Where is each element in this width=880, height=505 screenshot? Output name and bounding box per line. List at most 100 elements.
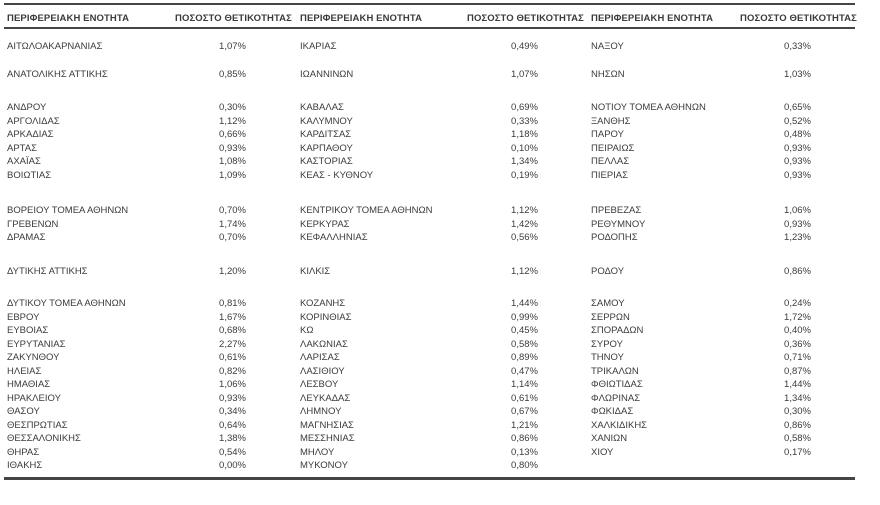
region-name: ΓΡΕΒΕΝΩΝ xyxy=(7,218,59,230)
region-name: ΜΕΣΣΗΝΙΑΣ xyxy=(300,433,355,444)
positivity-rate: 0,36% xyxy=(784,338,811,350)
positivity-rate: 0,71% xyxy=(784,352,811,363)
table-row: ΙΘΑΚΗΣ 0,00% ΜΥΚΟΝΟΥ 0,80% xyxy=(4,459,855,473)
column-gap xyxy=(290,405,297,419)
column-gap xyxy=(290,218,297,232)
table-row: ΔΥΤΙΚΗΣ ΑΤΤΙΚΗΣ 1,20% ΚΙΛΚΙΣ 1,12% ΡΟΔΟΥ 0,86… xyxy=(4,265,855,279)
column-gap xyxy=(290,128,297,142)
region-name: ΑΙΤΩΛΟΑΚΑΡΝΑΝΙΑΣ xyxy=(7,41,103,52)
positivity-rate: 2,27% xyxy=(219,338,246,350)
positivity-rate: 0,56% xyxy=(511,232,538,243)
positivity-rate: 0,17% xyxy=(784,446,811,458)
table-row: ΗΡΑΚΛΕΙΟΥ 0,93% ΛΕΥΚΑΔΑΣ 0,61% ΦΛΩΡΙΝΑΣ 1,34% xyxy=(4,392,855,406)
table-row: ΑΡΚΑΔΙΑΣ 0,66% ΚΑΡΔΙΤΣΑΣ 1,18% ΠΑΡΟΥ 0,48% xyxy=(4,128,855,142)
region-name: ΞΑΝΘΗΣ xyxy=(591,115,631,127)
table-row: ΔΡΑΜΑΣ 0,70% ΚΕΦΑΛΛΗΝΙΑΣ 0,56% ΡΟΔΟΠΗΣ 1,23% xyxy=(4,231,855,245)
region-name: ΙΩΑΝΝΙΝΩΝ xyxy=(300,68,354,80)
region-name: ΑΡΚΑΔΙΑΣ xyxy=(7,129,54,140)
region-name: ΣΠΟΡΑΔΩΝ xyxy=(591,325,644,336)
positivity-rate: 1,44% xyxy=(784,379,811,390)
region-name: ΦΩΚΙΔΑΣ xyxy=(591,406,634,417)
header-region-2: ΠΕΡΙΦΕΡΕΙΑΚΗ ΕΝΟΤΗΤΑ xyxy=(300,13,423,24)
column-gap xyxy=(290,265,297,279)
region-name: ΤΗΝΟΥ xyxy=(591,352,624,363)
region-name: ΧΙΟΥ xyxy=(591,446,614,458)
positivity-rate: 1,12% xyxy=(511,205,538,216)
region-name: ΚΑΡΠΑΘΟΥ xyxy=(300,142,353,154)
positivity-rate: 0,68% xyxy=(219,325,246,336)
positivity-rate: 1,34% xyxy=(784,392,811,404)
region-name: ΛΗΜΝΟΥ xyxy=(300,406,342,417)
region-name: ΣΕΡΡΩΝ xyxy=(591,311,630,323)
positivity-rate: 0,64% xyxy=(219,419,246,431)
region-name: ΕΥΡΥΤΑΝΙΑΣ xyxy=(7,338,66,350)
region-name: ΧΑΝΙΩΝ xyxy=(591,433,628,444)
region-name: ΘΕΣΠΡΩΤΙΑΣ xyxy=(7,419,68,431)
positivity-rate: 1,09% xyxy=(219,169,246,181)
table-block: ΒΟΡΕΙΟΥ ΤΟΜΕΑ ΑΘΗΝΩΝ 0,70% ΚΕΝΤΡΙΚΟΥ ΤΟΜΕΑ… xyxy=(4,204,855,245)
column-gap xyxy=(290,324,297,338)
positivity-rate: 0,93% xyxy=(784,156,811,167)
positivity-rate: 0,93% xyxy=(784,169,811,181)
table-row: ΖΑΚΥΝΘΟΥ 0,61% ΛΑΡΙΣΑΣ 0,89% ΤΗΝΟΥ 0,71% xyxy=(4,351,855,365)
region-name: ΡΟΔΟΠΗΣ xyxy=(591,232,638,243)
table-row: ΑΧΑΪΑΣ 1,08% ΚΑΣΤΟΡΙΑΣ 1,34% ΠΕΛΛΑΣ 0,93% xyxy=(4,155,855,169)
region-name: ΠΡΕΒΕΖΑΣ xyxy=(591,205,642,216)
table-row: ΑΝΑΤΟΛΙΚΗΣ ΑΤΤΙΚΗΣ 0,85% ΙΩΑΝΝΙΝΩΝ 1,07% ΝΗΣ… xyxy=(4,68,855,82)
region-name: ΠΕΛΛΑΣ xyxy=(591,156,630,167)
region-name: ΛΑΡΙΣΑΣ xyxy=(300,352,340,363)
region-name: ΣΑΜΟΥ xyxy=(591,298,625,309)
positivity-rate: 1,20% xyxy=(219,265,246,277)
positivity-rate: 0,86% xyxy=(784,419,811,431)
region-name: ΑΝΔΡΟΥ xyxy=(7,102,47,113)
positivity-rate: 0,19% xyxy=(511,169,538,181)
column-gap xyxy=(290,68,297,82)
positivity-rate: 0,61% xyxy=(219,352,246,363)
positivity-rate: 0,70% xyxy=(219,232,246,243)
region-name: ΛΑΣΙΘΙΟΥ xyxy=(300,365,345,377)
table-top-border xyxy=(4,3,855,5)
table-bottom-border xyxy=(4,476,855,480)
positivity-rate: 1,42% xyxy=(511,218,538,230)
region-name: ΒΟΙΩΤΙΑΣ xyxy=(7,169,52,181)
region-name: ΙΚΑΡΙΑΣ xyxy=(300,41,337,52)
region-name: ΛΕΥΚΑΔΑΣ xyxy=(300,392,351,404)
positivity-rate: 0,33% xyxy=(511,115,538,127)
positivity-rate: 1,12% xyxy=(219,115,246,127)
region-name: ΜΑΓΝΗΣΙΑΣ xyxy=(300,419,354,431)
positivity-table: ΠΕΡΙΦΕΡΕΙΑΚΗ ΕΝΟΤΗΤΑ ΠΟΣΟΣΤΟ ΘΕΤΙΚΟΤΗΤΑΣ… xyxy=(4,3,857,480)
header-rate-3: ΠΟΣΟΣΤΟ ΘΕΤΙΚΟΤΗΤΑΣ xyxy=(740,13,857,24)
region-name: ΑΡΓΟΛΙΔΑΣ xyxy=(7,115,60,127)
region-name: ΑΡΤΑΣ xyxy=(7,142,37,154)
table-row: ΕΥΒΟΙΑΣ 0,68% ΚΩ 0,45% ΣΠΟΡΑΔΩΝ 0,40% xyxy=(4,324,855,338)
region-name: ΚΕΦΑΛΛΗΝΙΑΣ xyxy=(300,232,368,243)
table-row: ΑΝΔΡΟΥ 0,30% ΚΑΒΑΛΑΣ 0,69% ΝΟΤΙΟΥ ΤΟΜΕΑ ΑΘΗΝ… xyxy=(4,101,855,115)
table-block: ΔΥΤΙΚΟΥ ΤΟΜΕΑ ΑΘΗΝΩΝ 0,81% ΚΟΖΑΝΗΣ 1,44% ΣΑΜ… xyxy=(4,297,855,473)
region-name: ΝΗΣΩΝ xyxy=(591,68,625,80)
positivity-rate: 0,13% xyxy=(511,446,538,458)
region-name: ΡΕΘΥΜΝΟΥ xyxy=(591,218,646,230)
region-name: ΝΟΤΙΟΥ ΤΟΜΕΑ ΑΘΗΝΩΝ xyxy=(591,102,706,113)
table-block: ΑΝΔΡΟΥ 0,30% ΚΑΒΑΛΑΣ 0,69% ΝΟΤΙΟΥ ΤΟΜΕΑ ΑΘΗΝ… xyxy=(4,101,855,182)
column-gap xyxy=(290,338,297,352)
table-row: ΔΥΤΙΚΟΥ ΤΟΜΕΑ ΑΘΗΝΩΝ 0,81% ΚΟΖΑΝΗΣ 1,44% ΣΑΜ… xyxy=(4,297,855,311)
region-name: ΚΟΖΑΝΗΣ xyxy=(300,298,346,309)
region-name: ΣΥΡΟΥ xyxy=(591,338,623,350)
positivity-rate: 0,86% xyxy=(511,433,538,444)
column-gap xyxy=(290,155,297,169)
positivity-rate: 0,85% xyxy=(219,68,246,80)
region-name: ΔΥΤΙΚΟΥ ΤΟΜΕΑ ΑΘΗΝΩΝ xyxy=(7,298,126,309)
region-name: ΕΒΡΟΥ xyxy=(7,311,40,323)
table-row: ΕΥΡΥΤΑΝΙΑΣ 2,27% ΛΑΚΩΝΙΑΣ 0,58% ΣΥΡΟΥ 0,36% xyxy=(4,338,855,352)
region-name: ΧΑΛΚΙΔΙΚΗΣ xyxy=(591,419,648,431)
positivity-rate: 0,61% xyxy=(511,392,538,404)
region-name: ΚΑΣΤΟΡΙΑΣ xyxy=(300,156,353,167)
header-rate-1: ΠΟΣΟΣΤΟ ΘΕΤΙΚΟΤΗΤΑΣ xyxy=(175,13,292,24)
positivity-rate: 0,33% xyxy=(784,41,811,52)
positivity-rate: 0,82% xyxy=(219,365,246,377)
column-gap xyxy=(290,101,297,115)
positivity-rate: 0,93% xyxy=(219,392,246,404)
table-block: ΑΙΤΩΛΟΑΚΑΡΝΑΝΙΑΣ 1,07% ΙΚΑΡΙΑΣ 0,49% ΝΑΞΟΥ 0,… xyxy=(4,40,855,54)
region-name: ΙΘΑΚΗΣ xyxy=(7,460,43,471)
